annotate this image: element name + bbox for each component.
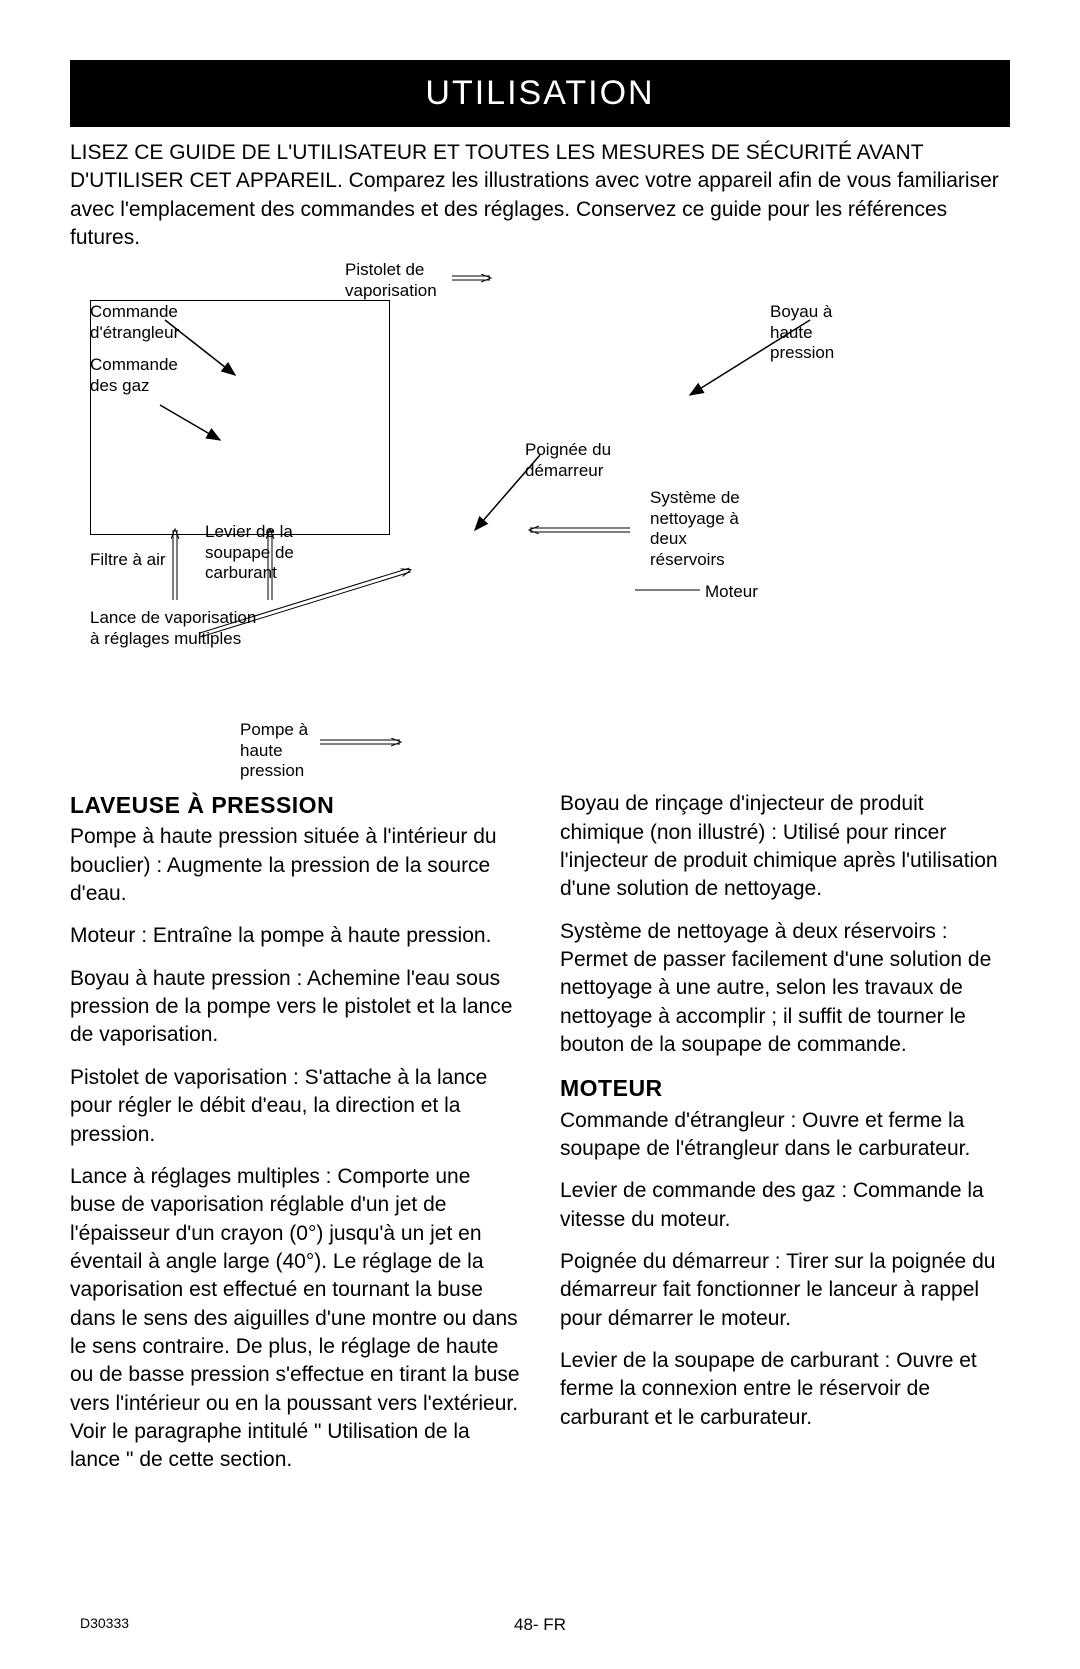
right-column: Boyau de rinçage d'injecteur de produit … xyxy=(560,790,1010,1488)
text-columns: LAVEUSE À PRESSION Pompe à haute pressio… xyxy=(70,790,1010,1488)
diagram: Pistolet de vaporisation Commande d'étra… xyxy=(70,260,1010,780)
label-text: Commande xyxy=(90,302,178,321)
heading-moteur: MOTEUR xyxy=(560,1073,1010,1104)
para: Système de nettoyage à deux réservoirs :… xyxy=(560,918,1010,1060)
label-levier: Levier de la soupape de carburant xyxy=(205,522,294,583)
label-text: carburant xyxy=(205,563,277,582)
label-text: vaporisation xyxy=(345,281,437,300)
para: Pistolet de vaporisation : S'attache à l… xyxy=(70,1064,520,1149)
label-pistolet: Pistolet de vaporisation xyxy=(345,260,437,301)
para: Poignée du démarreur : Tirer sur la poig… xyxy=(560,1248,1010,1333)
label-text: pression xyxy=(240,761,304,780)
label-text: soupape de xyxy=(205,543,294,562)
heading-laveuse: LAVEUSE À PRESSION xyxy=(70,790,520,821)
para: Boyau à haute pression : Achemine l'eau … xyxy=(70,965,520,1050)
label-text: Poignée du xyxy=(525,440,611,459)
label-text: haute xyxy=(770,323,813,342)
para: Boyau de rinçage d'injecteur de produit … xyxy=(560,790,1010,903)
label-text: des gaz xyxy=(90,376,150,395)
para: Levier de la soupape de carburant : Ouvr… xyxy=(560,1347,1010,1432)
label-text: Commande xyxy=(90,355,178,374)
label-etrangleur: Commande d'étrangleur xyxy=(90,302,179,343)
para: Commande d'étrangleur : Ouvre et ferme l… xyxy=(560,1107,1010,1164)
para: Moteur : Entraîne la pompe à haute press… xyxy=(70,922,520,950)
label-boyau: Boyau à haute pression xyxy=(770,302,834,363)
footer: D30333 48- FR xyxy=(0,1615,1080,1631)
label-text: pression xyxy=(770,343,834,362)
label-gaz: Commande des gaz xyxy=(90,355,178,396)
intro-paragraph: LISEZ CE GUIDE DE L'UTILISATEUR ET TOUTE… xyxy=(70,139,1010,252)
diagram-arrows xyxy=(70,260,1010,780)
label-text: réservoirs xyxy=(650,550,725,569)
label-text: Levier de la xyxy=(205,522,293,541)
section-title-bar: UTILISATION xyxy=(70,60,1010,127)
footer-center: 48- FR xyxy=(514,1615,566,1635)
label-moteur: Moteur xyxy=(705,582,758,602)
label-systeme: Système de nettoyage à deux réservoirs xyxy=(650,488,740,570)
label-text: deux xyxy=(650,529,687,548)
label-text: Filtre à air xyxy=(90,550,166,569)
label-text: Système de xyxy=(650,488,740,507)
left-column: LAVEUSE À PRESSION Pompe à haute pressio… xyxy=(70,790,520,1488)
para: Pompe à haute pression située à l'intéri… xyxy=(70,823,520,908)
label-text: à réglages multiples xyxy=(90,629,241,648)
section-title: UTILISATION xyxy=(425,74,654,112)
label-text: Boyau à xyxy=(770,302,832,321)
label-text: Pistolet de xyxy=(345,260,424,279)
label-text: nettoyage à xyxy=(650,509,739,528)
page: UTILISATION LISEZ CE GUIDE DE L'UTILISAT… xyxy=(0,0,1080,1669)
para: Lance à réglages multiples : Comporte un… xyxy=(70,1163,520,1475)
label-text: démarreur xyxy=(525,461,603,480)
label-text: d'étrangleur xyxy=(90,323,179,342)
label-lance: Lance de vaporisation à réglages multipl… xyxy=(90,608,256,649)
label-pompe: Pompe à haute pression xyxy=(240,720,308,781)
label-text: haute xyxy=(240,741,283,760)
para: Levier de commande des gaz : Commande la… xyxy=(560,1177,1010,1234)
label-text: Moteur xyxy=(705,582,758,601)
footer-left: D30333 xyxy=(80,1615,129,1631)
label-poignee: Poignée du démarreur xyxy=(525,440,611,481)
label-text: Lance de vaporisation xyxy=(90,608,256,627)
label-filtre: Filtre à air xyxy=(90,550,166,570)
label-text: Pompe à xyxy=(240,720,308,739)
